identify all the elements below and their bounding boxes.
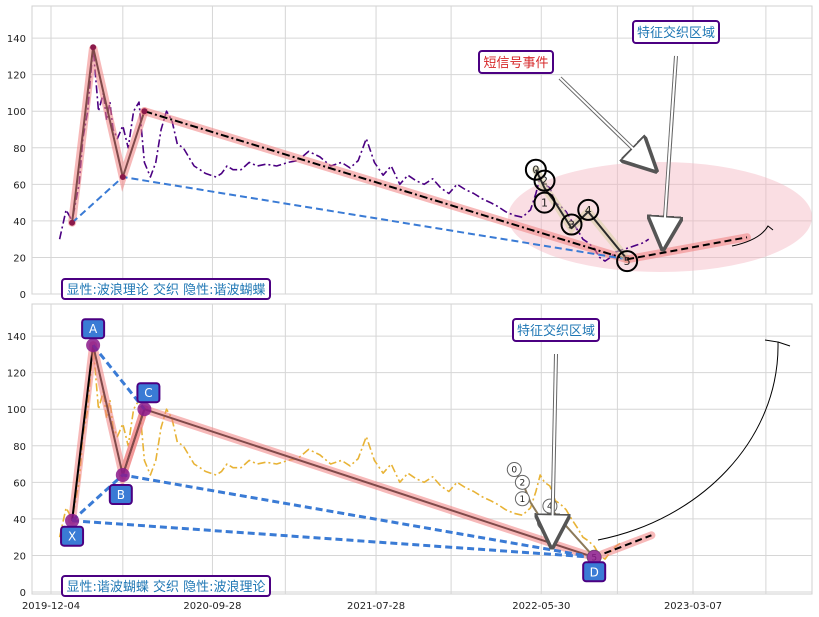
wave-label: 0 (511, 466, 517, 476)
harmonic-point-box (81, 318, 106, 340)
wave-label: 5 (624, 255, 631, 268)
harmonic-points: X A B C D (60, 318, 607, 583)
harmonic-point-marker (65, 513, 80, 528)
y-tick-label: 140 (7, 332, 26, 343)
series-line (71, 345, 95, 521)
y-tick-label: 140 (7, 34, 26, 45)
harmonic-point-marker (86, 338, 101, 353)
pivot-point (141, 108, 148, 115)
bottom-feature-zone-label: 特征交织区域 (517, 323, 595, 339)
pivot-point (119, 174, 126, 181)
bottom-grid (32, 304, 812, 594)
pivot-point (90, 44, 97, 51)
top-y-tick-labels: 0 20 40 60 80 100 120 140 (7, 34, 26, 301)
series-line (534, 169, 628, 260)
bottom-feature-zone-annotation: 特征交织区域 (512, 318, 600, 546)
bottom-legend-box: 显性:谐波蝴蝶 交织 隐性:波浪理论 (61, 575, 271, 597)
y-tick-label: 0 (20, 588, 26, 599)
wave-marker (560, 213, 583, 236)
x-tick-label: 2023-03-07 (664, 601, 722, 612)
y-tick-label: 40 (13, 515, 26, 526)
harmonic-point-label: D (590, 565, 599, 579)
series-line (71, 46, 146, 223)
y-tick-label: 20 (13, 551, 26, 562)
wave-marker (514, 474, 530, 490)
y-tick-label: 20 (13, 253, 26, 264)
pivot-point (69, 219, 76, 226)
y-tick-label: 0 (20, 290, 26, 301)
wave-marker (524, 158, 547, 181)
wave-label: 2 (541, 175, 548, 188)
x-tick-label: 2019-12-04 (22, 601, 80, 612)
top-feature-zone-annotation: 特征交织区域 (632, 20, 720, 248)
y-tick-label: 40 (13, 217, 26, 228)
top-feature-zone-label: 特征交织区域 (637, 25, 715, 41)
wave-label: 1 (520, 495, 526, 505)
x-tick-label: 2021-07-28 (347, 601, 405, 612)
bottom-y-tick-labels: 0 20 40 60 80 100 120 140 (7, 332, 26, 599)
wave-label: 3 (542, 519, 548, 529)
wave-label: 3 (568, 219, 575, 232)
top-legend-box: 显性:波浪理论 交织 隐性:谐波蝴蝶 (61, 278, 271, 300)
y-tick-label: 80 (13, 144, 26, 155)
top-wave-labels: 02 1 34 5 (524, 158, 639, 273)
top-projection-curve (731, 225, 774, 247)
y-tick-label: 80 (13, 442, 26, 453)
harmonic-point-box (108, 484, 133, 506)
y-tick-label: 120 (7, 71, 26, 82)
short-signal-annotation: 短信号事件 (478, 50, 655, 170)
series-line (626, 236, 748, 261)
y-tick-label: 60 (13, 478, 26, 489)
harmonic-point-label: C (144, 386, 152, 400)
y-tick-label: 60 (13, 180, 26, 191)
wave-label: 0 (532, 164, 539, 177)
x-tick-labels: 2019-12-04 2020-09-28 2021-07-28 2022-05-30… (22, 601, 722, 612)
wave-label: 2 (520, 478, 526, 488)
y-tick-label: 120 (7, 369, 26, 380)
series-line (144, 110, 628, 261)
bottom-projection-curve (597, 339, 791, 541)
wave-marker (514, 491, 530, 507)
series-line (92, 344, 595, 559)
wave-marker (533, 191, 556, 214)
wave-label: 4 (547, 502, 553, 512)
series-line (91, 344, 146, 411)
harmonic-point-box (60, 525, 85, 547)
wave-label: 4 (585, 204, 592, 217)
harmonic-point-box (136, 382, 161, 404)
harmonic-point-label: X (68, 530, 76, 544)
bottom-legend-text: 显性:谐波蝴蝶 交织 隐性:波浪理论 (66, 579, 265, 595)
harmonic-point-marker (587, 550, 602, 565)
short-signal-label: 短信号事件 (483, 56, 548, 71)
wave-label: 1 (541, 197, 548, 210)
harmonic-point-label: B (117, 488, 125, 502)
series-halo (590, 531, 656, 562)
harmonic-point-marker (115, 468, 130, 483)
y-tick-label: 100 (7, 405, 26, 416)
top-series (58, 44, 751, 264)
harmonic-point-box (582, 561, 607, 583)
x-tick-label: 2020-09-28 (183, 601, 241, 612)
harmonic-point-label: A (89, 322, 98, 336)
y-tick-label: 100 (7, 107, 26, 118)
x-tick-label: 2022-05-30 (512, 601, 570, 612)
wave-marker (577, 198, 600, 221)
harmonic-point-marker (137, 402, 152, 417)
series-line (58, 46, 650, 262)
wave-marker (616, 250, 639, 273)
wave-marker (533, 169, 556, 192)
bottom-plot-area (31, 303, 813, 595)
top-legend-text: 显性:波浪理论 交织 隐性:谐波蝴蝶 (66, 282, 265, 298)
wave-marker (506, 462, 522, 478)
